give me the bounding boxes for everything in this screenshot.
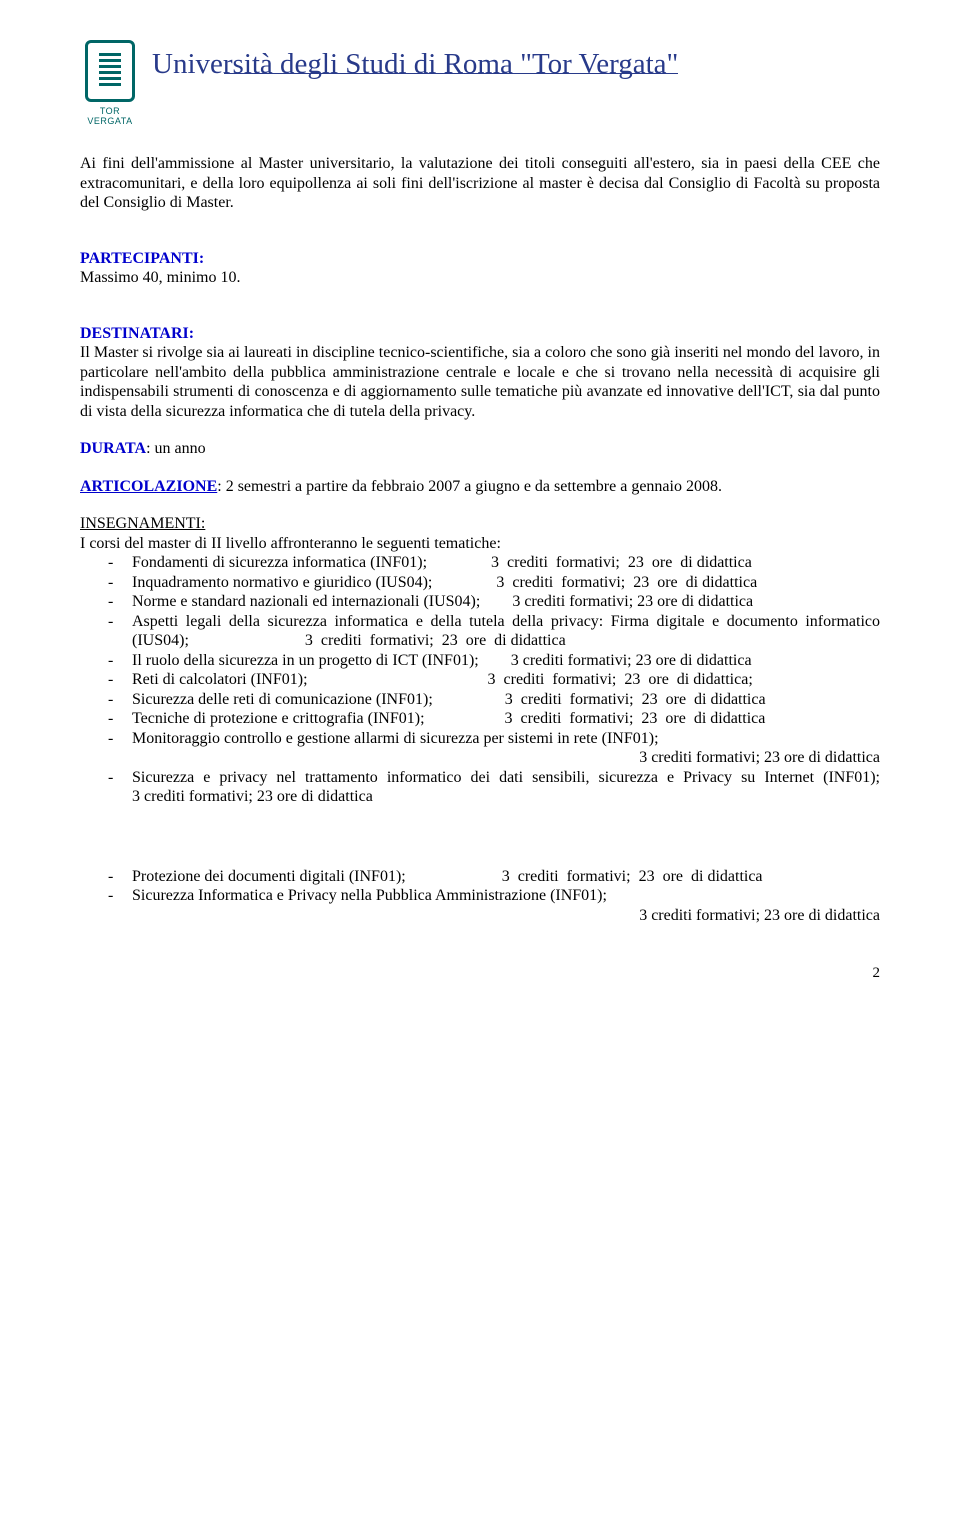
list-item: Norme e standard nazionali ed internazio… xyxy=(132,592,880,612)
list-item: Sicurezza delle reti di comunicazione (I… xyxy=(132,690,880,710)
durata-text: : un anno xyxy=(146,440,206,457)
insegnamenti-label: INSEGNAMENTI: xyxy=(80,514,880,534)
destinatari-label: DESTINATARI: xyxy=(80,324,880,344)
destinatari-text: Il Master si rivolge sia ai laureati in … xyxy=(80,343,880,421)
insegnamenti-list: Fondamenti di sicurezza informatica (INF… xyxy=(80,553,880,807)
list-item: Fondamenti di sicurezza informatica (INF… xyxy=(132,553,880,573)
intro-paragraph: Ai fini dell'ammissione al Master univer… xyxy=(80,154,880,213)
partecipanti-text: Massimo 40, minimo 10. xyxy=(80,268,880,288)
durata-line: DURATA: un anno xyxy=(80,439,880,459)
insegnamenti-intro: I corsi del master di II livello affront… xyxy=(80,534,880,554)
insegnamenti-list-cont: Protezione dei documenti digitali (INF01… xyxy=(80,867,880,926)
document-page: TOR VERGATA Università degli Studi di Ro… xyxy=(0,0,960,1012)
logo-label: TOR VERGATA xyxy=(80,106,140,126)
list-item: Inquadramento normativo e giuridico (IUS… xyxy=(132,573,880,593)
document-body: Ai fini dell'ammissione al Master univer… xyxy=(80,154,880,925)
durata-label: DURATA xyxy=(80,440,146,457)
university-logo: TOR VERGATA xyxy=(80,40,140,126)
partecipanti-label: PARTECIPANTI: xyxy=(80,249,880,269)
list-item: Il ruolo della sicurezza in un progetto … xyxy=(132,651,880,671)
list-item: Reti di calcolatori (INF01); 3 crediti f… xyxy=(132,670,880,690)
articolazione-text: : 2 semestri a partire da febbraio 2007 … xyxy=(217,478,722,495)
list-item: Aspetti legali della sicurezza informati… xyxy=(132,612,880,651)
university-title: Università degli Studi di Roma "Tor Verg… xyxy=(152,40,678,81)
list-item: Sicurezza Informatica e Privacy nella Pu… xyxy=(132,886,880,925)
letterhead: TOR VERGATA Università degli Studi di Ro… xyxy=(80,40,880,126)
page-number: 2 xyxy=(80,965,880,982)
list-item: Monitoraggio controllo e gestione allarm… xyxy=(132,729,880,768)
list-item: Protezione dei documenti digitali (INF01… xyxy=(132,867,880,887)
logo-icon xyxy=(85,40,135,102)
list-item: Tecniche di protezione e crittografia (I… xyxy=(132,709,880,729)
articolazione-label: ARTICOLAZIONE xyxy=(80,478,217,495)
list-item: Sicurezza e privacy nel trattamento info… xyxy=(132,768,880,807)
articolazione-line: ARTICOLAZIONE: 2 semestri a partire da f… xyxy=(80,477,880,497)
